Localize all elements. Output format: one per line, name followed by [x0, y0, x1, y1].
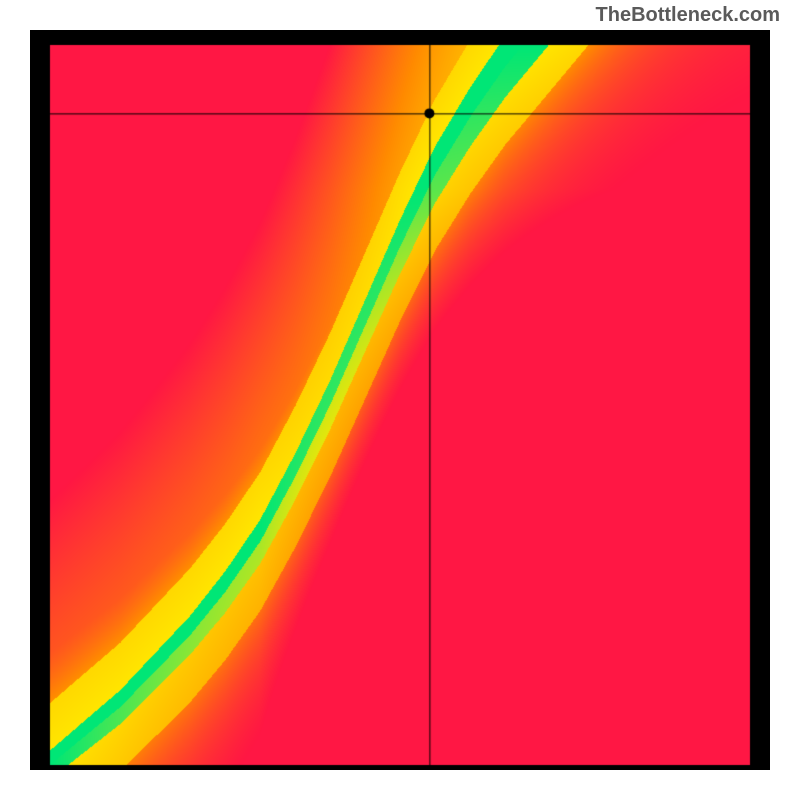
watermark-text: TheBottleneck.com [596, 4, 780, 27]
heatmap-canvas [30, 30, 770, 770]
chart-frame [30, 30, 770, 770]
